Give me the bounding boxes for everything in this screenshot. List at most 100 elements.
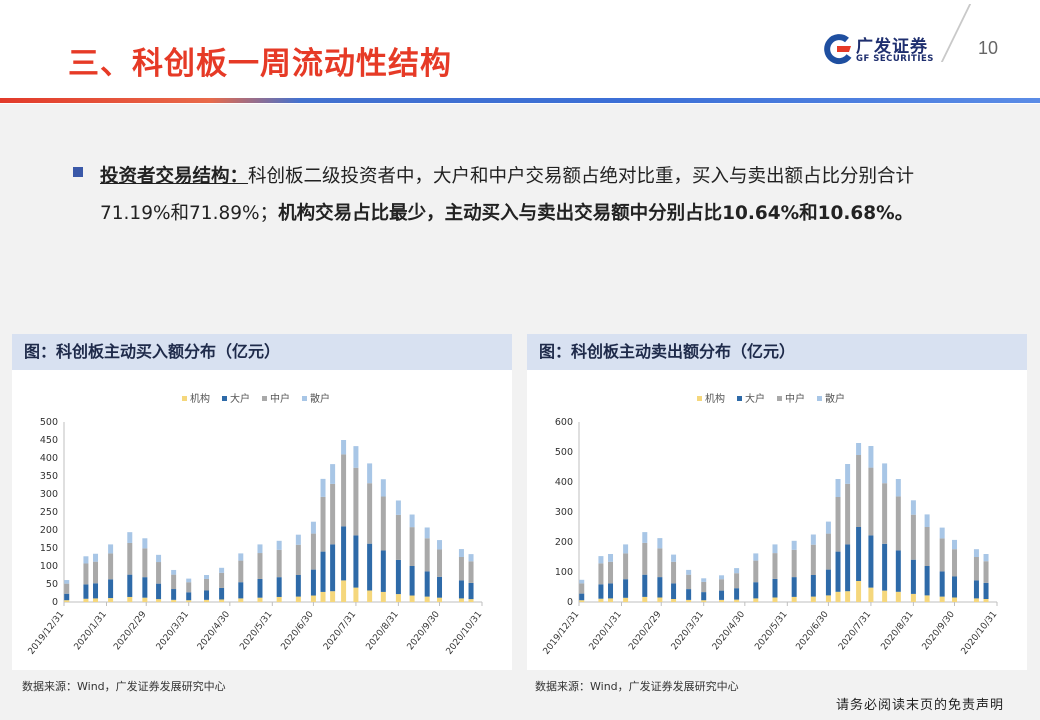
bar-segment bbox=[458, 598, 464, 602]
bar-segment bbox=[93, 583, 99, 599]
bar-segment bbox=[320, 551, 326, 592]
bar-segment bbox=[127, 532, 133, 543]
x-tick-label: 2020/8/31 bbox=[364, 610, 400, 653]
bar-segment bbox=[424, 527, 430, 539]
bar-segment bbox=[424, 571, 430, 597]
bar-segment bbox=[353, 467, 359, 536]
legend-swatch bbox=[777, 396, 782, 401]
bar-segment bbox=[598, 584, 604, 599]
bar-segment bbox=[458, 557, 464, 581]
bar-segment bbox=[868, 446, 874, 468]
bar-segment bbox=[791, 540, 797, 550]
bar-segment bbox=[108, 598, 114, 602]
bar-segment bbox=[671, 554, 677, 562]
bar-segment bbox=[719, 575, 725, 580]
bar-segment bbox=[341, 526, 347, 581]
bar-segment bbox=[395, 559, 401, 595]
x-tick-label: 2020/6/30 bbox=[794, 609, 830, 652]
bar-segment bbox=[939, 527, 945, 539]
bar-segment bbox=[701, 592, 707, 601]
bar-segment bbox=[657, 538, 663, 549]
bar-segment bbox=[939, 538, 945, 572]
bar-segment bbox=[353, 587, 359, 602]
bar-segment bbox=[924, 595, 930, 602]
x-tick-label: 2020/1/31 bbox=[73, 610, 109, 653]
bar-segment bbox=[579, 583, 585, 594]
legend-swatch bbox=[697, 396, 702, 401]
bar-segment bbox=[608, 554, 614, 562]
bar-segment bbox=[93, 553, 99, 562]
bar-segment bbox=[835, 551, 841, 592]
bar-segment bbox=[142, 538, 148, 549]
bar-segment bbox=[219, 567, 225, 573]
bar-segment bbox=[276, 540, 282, 550]
y-tick-label: 200 bbox=[40, 525, 58, 536]
bar-segment bbox=[310, 569, 316, 596]
y-tick-label: 250 bbox=[40, 507, 58, 518]
bar-segment bbox=[257, 578, 263, 598]
bar-segment bbox=[579, 600, 585, 602]
x-tick-label: 2020/10/31 bbox=[445, 610, 485, 657]
x-tick-label: 2020/7/31 bbox=[837, 610, 873, 653]
bar-segment bbox=[598, 556, 604, 564]
bar-segment bbox=[671, 583, 677, 599]
bar-segment bbox=[772, 553, 778, 579]
bar-segment bbox=[910, 500, 916, 515]
bar-segment bbox=[791, 596, 797, 602]
bar-segment bbox=[772, 597, 778, 602]
legend-item: 大户 bbox=[737, 392, 765, 405]
bar-segment bbox=[204, 599, 210, 602]
x-tick-label: 2020/2/29 bbox=[112, 609, 148, 652]
bar-segment bbox=[295, 544, 301, 575]
bar-segment bbox=[825, 533, 831, 570]
bar-segment bbox=[657, 597, 663, 602]
page-title: 三、科创板一周流动性结构 bbox=[68, 46, 452, 82]
bar-segment bbox=[983, 599, 989, 602]
legend-label: 中户 bbox=[270, 392, 290, 405]
bar-segment bbox=[973, 549, 979, 557]
gf-logo-icon bbox=[824, 34, 852, 65]
bar-segment bbox=[127, 596, 133, 602]
bar-segment bbox=[142, 597, 148, 602]
right-chart-area: 机构 大户 中户 散户 0 100 200 300 400 500 600 2019/12/31 202… bbox=[527, 370, 1027, 670]
bar-segment bbox=[895, 591, 901, 602]
bar-segment bbox=[380, 550, 386, 592]
legend-item: 散户 bbox=[817, 392, 845, 405]
x-tick-label: 2019/12/31 bbox=[27, 610, 67, 657]
bar-segment bbox=[983, 561, 989, 583]
bullet-square bbox=[73, 167, 83, 177]
bar-segment bbox=[409, 514, 415, 528]
bar-segment bbox=[772, 544, 778, 554]
bar-segment bbox=[310, 533, 316, 570]
bar-segment bbox=[895, 479, 901, 497]
legend-swatch bbox=[302, 396, 307, 401]
bar-segment bbox=[825, 569, 831, 596]
y-tick-label: 0 bbox=[52, 597, 58, 608]
logo-text-en: GF SECURITIES bbox=[856, 54, 934, 64]
x-tick-label: 2020/10/31 bbox=[960, 610, 1000, 657]
bar-segment bbox=[642, 596, 648, 602]
bar-segment bbox=[835, 497, 841, 552]
bar-segment bbox=[719, 599, 725, 602]
bar-segment bbox=[276, 577, 282, 597]
bar-segment bbox=[608, 598, 614, 602]
bar-segment bbox=[882, 463, 888, 484]
y-tick-label: 350 bbox=[40, 471, 58, 482]
legend-swatch bbox=[262, 396, 267, 401]
bar-segment bbox=[156, 583, 162, 600]
bar-segment bbox=[238, 598, 244, 602]
bar-segment bbox=[424, 538, 430, 572]
bar-segment bbox=[671, 599, 677, 602]
bar-segment bbox=[156, 562, 162, 584]
left-chart-source: 数据来源：Wind，广发证券发展研究中心 bbox=[22, 680, 226, 693]
bar-segment bbox=[310, 595, 316, 602]
bar-segment bbox=[845, 464, 851, 484]
bar-segment bbox=[257, 553, 263, 579]
bar-segment bbox=[623, 544, 629, 554]
legend-label: 机构 bbox=[705, 392, 725, 405]
bar-segment bbox=[380, 591, 386, 602]
y-tick-label: 450 bbox=[40, 435, 58, 446]
bar-segment bbox=[642, 574, 648, 597]
summary-lead: 投资者交易结构： bbox=[100, 166, 249, 187]
bar-segment bbox=[623, 579, 629, 598]
